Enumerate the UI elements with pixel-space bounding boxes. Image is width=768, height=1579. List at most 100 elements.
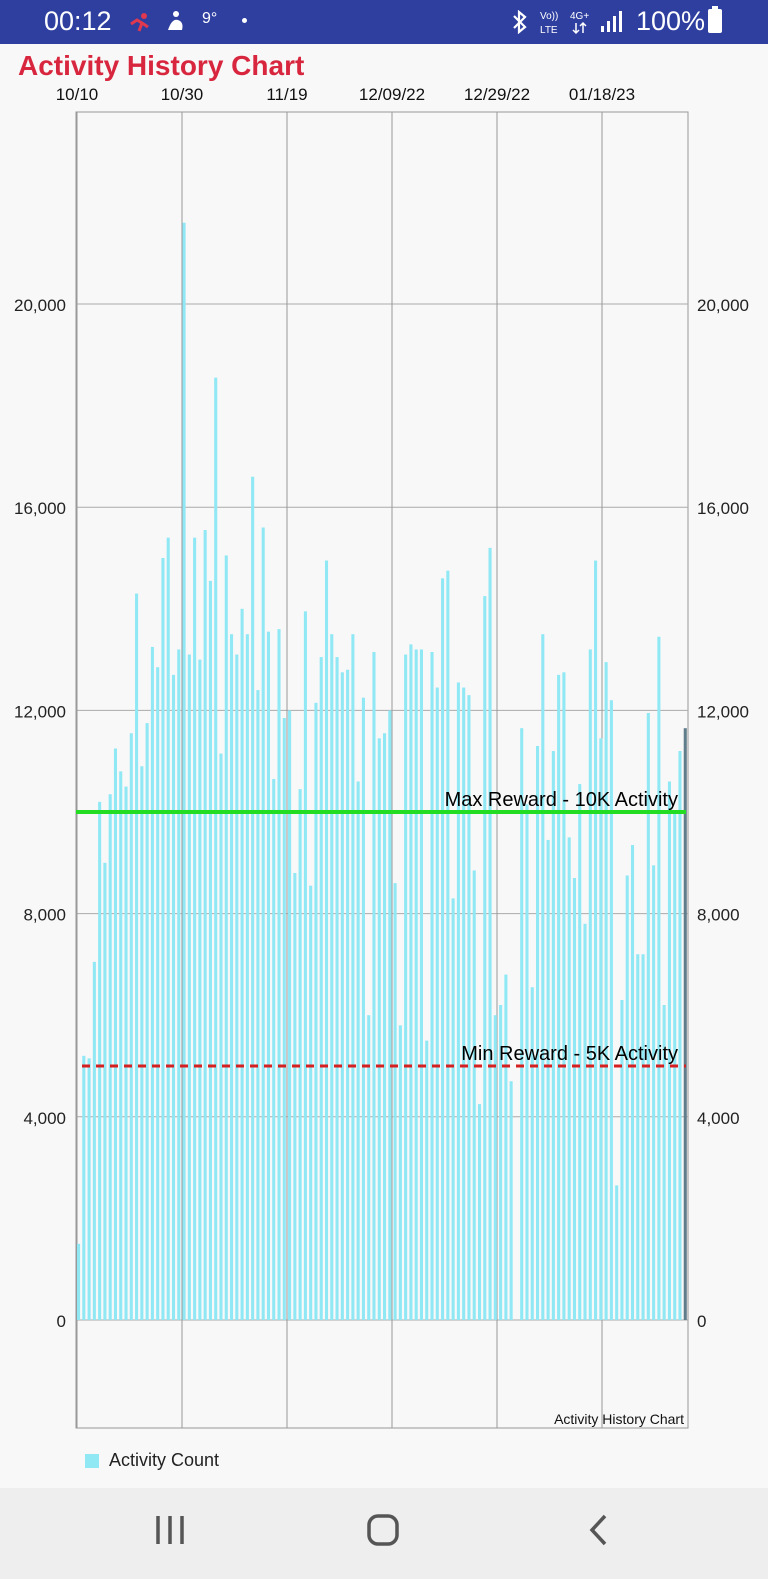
bar <box>630 845 635 1320</box>
fitness-icon <box>168 11 183 30</box>
bar <box>541 634 545 1320</box>
bar <box>425 1040 429 1320</box>
bar <box>193 537 197 1320</box>
bar <box>161 558 165 1320</box>
bar <box>92 961 96 1320</box>
bar <box>372 651 376 1320</box>
bar <box>319 657 323 1320</box>
bar <box>583 923 587 1320</box>
status-time: 00:12 <box>44 6 112 36</box>
bar <box>604 662 608 1320</box>
bar <box>525 804 529 1320</box>
bar <box>182 222 186 1321</box>
bar <box>219 753 223 1320</box>
bar <box>293 872 297 1320</box>
bar <box>261 527 265 1320</box>
bar <box>208 580 212 1320</box>
activity-chart: Max Reward - 10K Activity Min Reward - 5K… <box>14 85 749 1429</box>
bar <box>404 654 408 1320</box>
bar <box>430 651 434 1320</box>
bar <box>594 560 598 1320</box>
chart-bars <box>77 222 687 1321</box>
bar <box>129 733 133 1320</box>
min-reward-label: Min Reward - 5K Activity <box>461 1043 678 1065</box>
bar <box>224 555 228 1320</box>
bar <box>488 547 492 1320</box>
back-icon[interactable] <box>570 1506 630 1556</box>
bar <box>256 690 260 1320</box>
x-tick-label: 12/29/22 <box>464 85 530 104</box>
bar <box>509 1081 513 1320</box>
bar <box>588 649 592 1320</box>
bar <box>145 723 149 1320</box>
y-tick-label-right: 12,000 <box>697 702 749 721</box>
bar <box>266 631 271 1320</box>
bar <box>499 1005 503 1320</box>
bar <box>441 578 445 1320</box>
bar <box>620 999 624 1320</box>
bar <box>557 674 561 1320</box>
bar <box>340 672 344 1320</box>
y-tick-label-right: 0 <box>697 1312 706 1331</box>
bar <box>140 766 144 1320</box>
recents-icon[interactable] <box>140 1506 200 1556</box>
bar <box>409 644 413 1320</box>
bar <box>113 748 118 1320</box>
volte-icon: Vo)) LTE <box>540 11 558 36</box>
bar <box>177 649 181 1320</box>
bar <box>446 570 450 1320</box>
bar <box>477 1104 482 1320</box>
bar <box>166 537 170 1320</box>
bar <box>667 781 671 1320</box>
bar <box>641 954 645 1320</box>
bar <box>657 636 661 1320</box>
bar <box>652 865 656 1320</box>
y-tick-label-left: 20,000 <box>14 296 66 315</box>
bar <box>150 646 154 1320</box>
bar <box>456 682 460 1320</box>
bar <box>361 697 365 1320</box>
bar <box>683 728 687 1320</box>
bar <box>625 875 629 1320</box>
bar <box>82 1055 86 1320</box>
bar <box>303 611 307 1320</box>
bar <box>356 781 360 1320</box>
x-tick-label: 11/19 <box>266 85 307 104</box>
bar <box>309 885 313 1320</box>
bar <box>277 629 281 1320</box>
x-tick-label: 01/18/23 <box>569 85 635 104</box>
bar <box>388 710 392 1320</box>
bar <box>367 1015 371 1320</box>
bar <box>98 801 102 1320</box>
bar <box>462 687 466 1320</box>
bar <box>124 786 128 1320</box>
y-tick-label-right: 20,000 <box>697 296 749 315</box>
bar <box>599 738 603 1320</box>
battery-percent: 100% <box>636 6 706 36</box>
bar <box>330 634 334 1320</box>
y-tick-label-right: 8,000 <box>697 906 740 925</box>
4g-icon: 4G+ <box>570 11 589 35</box>
bar <box>472 870 476 1320</box>
bar <box>435 687 439 1320</box>
status-temperature: 9° <box>202 10 218 27</box>
y-tick-label-left: 12,000 <box>14 702 66 721</box>
home-icon[interactable] <box>355 1506 415 1556</box>
bar <box>536 745 540 1320</box>
max-reward-label: Max Reward - 10K Activity <box>445 789 678 811</box>
bar <box>335 657 339 1320</box>
navigation-bar <box>0 1488 768 1579</box>
bar <box>393 883 397 1320</box>
bar <box>135 593 139 1320</box>
bar <box>678 751 682 1320</box>
bar <box>119 771 123 1320</box>
bar <box>414 649 418 1320</box>
bar <box>520 728 524 1320</box>
activity-icon <box>130 13 149 32</box>
page-title: Activity History Chart <box>18 50 305 81</box>
axis-labels: 0 0 4,000 4,000 8,000 8,000 12,000 12,000 16,000… <box>14 85 749 1427</box>
legend-label: Activity Count <box>109 1450 220 1470</box>
bar <box>214 377 218 1320</box>
bar <box>493 1015 497 1320</box>
legend-swatch <box>85 1454 99 1468</box>
